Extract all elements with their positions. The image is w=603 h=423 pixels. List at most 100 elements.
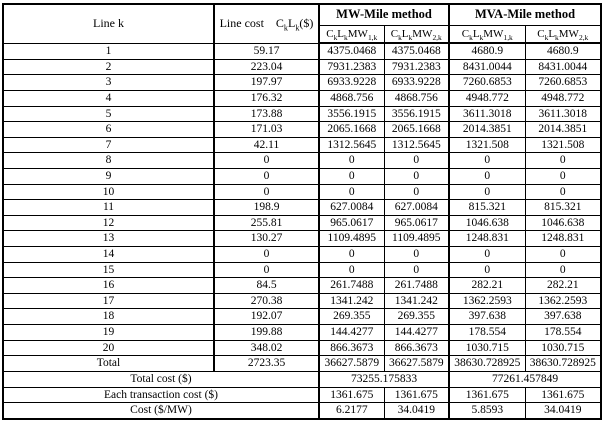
line-cost-cell: 42.11: [213, 136, 320, 154]
total-mw2: 36627.5879: [383, 355, 450, 373]
mva2-value-cell: 7260.6853: [524, 74, 602, 91]
mva2-value-cell: 1248.831: [524, 230, 602, 247]
line-cost-cell: 199.88: [213, 324, 320, 341]
line-cost-cell: 197.97: [213, 74, 320, 91]
mw2-value-cell: 0: [383, 183, 450, 201]
mva1-value-cell: 1362.2593: [448, 292, 526, 310]
line-number-cell: 20: [2, 339, 215, 357]
mw2-value-cell: 965.0617: [383, 214, 450, 232]
mw1-value-cell: 6933.9228: [318, 74, 385, 91]
mva1-value-cell: 397.638: [448, 308, 526, 326]
line-number-cell: 5: [2, 105, 215, 123]
table-row: 16 84.5 261.7488 261.7488 282.21 282.21: [2, 277, 602, 294]
mw2-value-cell: 0: [383, 261, 450, 279]
header-line-cost-formula: CkLk($): [275, 16, 314, 33]
each-transaction-label: Each transaction cost ($): [2, 386, 320, 404]
line-number-cell: 2: [2, 58, 215, 76]
mw1-value-cell: 2065.1668: [318, 121, 385, 138]
mva2-value-cell: 2014.3851: [524, 121, 602, 138]
line-number-cell: 16: [2, 277, 215, 294]
mva2-value-cell: 4948.772: [524, 89, 602, 107]
mw2-value-cell: 144.4277: [383, 324, 450, 341]
mw2-value-cell: 1341.242: [383, 292, 450, 310]
table-row: 13 130.27 1109.4895 1109.4895 1248.831 1248.8…: [2, 230, 602, 247]
line-cost-cell: 348.02: [213, 339, 320, 357]
line-cost-cell: 0: [213, 183, 320, 201]
line-number-cell: 1: [2, 42, 215, 60]
line-cost-cell: 255.81: [213, 214, 320, 232]
subheader-mva2: CkLkMW2,k: [524, 25, 602, 44]
mw1-value-cell: 1341.242: [318, 292, 385, 310]
each-transaction-cost-row: Each transaction cost ($) 1361.675 1361.…: [2, 386, 602, 404]
mw2-value-cell: 0: [383, 167, 450, 185]
mva2-value-cell: 0: [524, 167, 602, 185]
subheader-mw1: CkLkMW1,k: [318, 25, 385, 44]
mw1-value-cell: 1312.5645: [318, 136, 385, 154]
mva1-value-cell: 7260.6853: [448, 74, 526, 91]
mva2-value-cell: 0: [524, 246, 602, 263]
table-row: 3 197.97 6933.9228 6933.9228 7260.6853 7260.6…: [2, 74, 602, 91]
each-transaction-mva2: 1361.675: [524, 386, 602, 404]
mw2-value-cell: 4868.756: [383, 89, 450, 107]
header-line-k: Line k: [2, 3, 215, 44]
header-mva-mile-method: MVA-Mile method: [448, 3, 602, 26]
line-number-cell: 19: [2, 324, 215, 341]
line-number-cell: 12: [2, 214, 215, 232]
mw2-value-cell: 627.0084: [383, 199, 450, 216]
mw2-value-cell: 0: [383, 246, 450, 263]
line-cost-cell: 59.17: [213, 42, 320, 60]
subheader-mw2: CkLkMW2,k: [383, 25, 450, 44]
total-cost-row: Total cost ($) 73255.175833 77261.457849: [2, 371, 602, 388]
mw1-value-cell: 0: [318, 246, 385, 263]
mva1-value-cell: 8431.0044: [448, 58, 526, 76]
mva1-value-cell: 1248.831: [448, 230, 526, 247]
line-number-cell: 18: [2, 308, 215, 326]
mva1-value-cell: 2014.3851: [448, 121, 526, 138]
mw1-value-cell: 627.0084: [318, 199, 385, 216]
line-cost-cell: 0: [213, 152, 320, 169]
mw2-value-cell: 4375.0468: [383, 42, 450, 60]
line-cost-cell: 270.38: [213, 292, 320, 310]
mw2-value-cell: 6933.9228: [383, 74, 450, 91]
mva2-value-cell: 1046.638: [524, 214, 602, 232]
mw1-value-cell: 965.0617: [318, 214, 385, 232]
mva1-value-cell: 3611.3018: [448, 105, 526, 123]
line-cost-cell: 198.9: [213, 199, 320, 216]
line-number-cell: 10: [2, 183, 215, 201]
line-cost-cell: 84.5: [213, 277, 320, 294]
mva2-value-cell: 4680.9: [524, 42, 602, 60]
mva1-value-cell: 4948.772: [448, 89, 526, 107]
line-number-cell: 3: [2, 74, 215, 91]
line-cost-cell: 192.07: [213, 308, 320, 326]
subheader-mva1: CkLkMW1,k: [448, 25, 526, 44]
total-mva2: 38630.728925: [524, 355, 602, 373]
mva2-value-cell: 0: [524, 152, 602, 169]
table-row: 5 173.88 3556.1915 3556.1915 3611.3018 3611.3…: [2, 105, 602, 123]
each-transaction-mw2: 1361.675: [383, 386, 450, 404]
line-cost-cell: 0: [213, 246, 320, 263]
mw2-value-cell: 1312.5645: [383, 136, 450, 154]
mw2-value-cell: 3556.1915: [383, 105, 450, 123]
table-body: 1 59.17 4375.0468 4375.0468 4680.9 4680.9 2 223…: [2, 42, 602, 357]
mw2-value-cell: 261.7488: [383, 277, 450, 294]
mw2-value-cell: 0: [383, 152, 450, 169]
mw2-value-cell: 866.3673: [383, 339, 450, 357]
mw1-value-cell: 3556.1915: [318, 105, 385, 123]
line-number-cell: 4: [2, 89, 215, 107]
cost-per-mw-mw2: 34.0419: [383, 402, 450, 420]
mva1-value-cell: 4680.9: [448, 42, 526, 60]
mva2-value-cell: 0: [524, 183, 602, 201]
line-number-cell: 9: [2, 167, 215, 185]
header-row-methods: Line k Line cost CkLk($) MW-Mile method M…: [2, 3, 602, 44]
total-cost-label: Total cost ($): [2, 371, 320, 388]
mva2-value-cell: 1030.715: [524, 339, 602, 357]
table-row: 10 0 0 0 0 0: [2, 183, 602, 201]
mva2-value-cell: 1321.508: [524, 136, 602, 154]
table-row: 18 192.07 269.355 269.355 397.638 397.638: [2, 308, 602, 326]
mva1-value-cell: 815.321: [448, 199, 526, 216]
line-number-cell: 15: [2, 261, 215, 279]
mw1-value-cell: 261.7488: [318, 277, 385, 294]
total-row: Total 2723.35 36627.5879 36627.5879 3863…: [2, 355, 602, 373]
